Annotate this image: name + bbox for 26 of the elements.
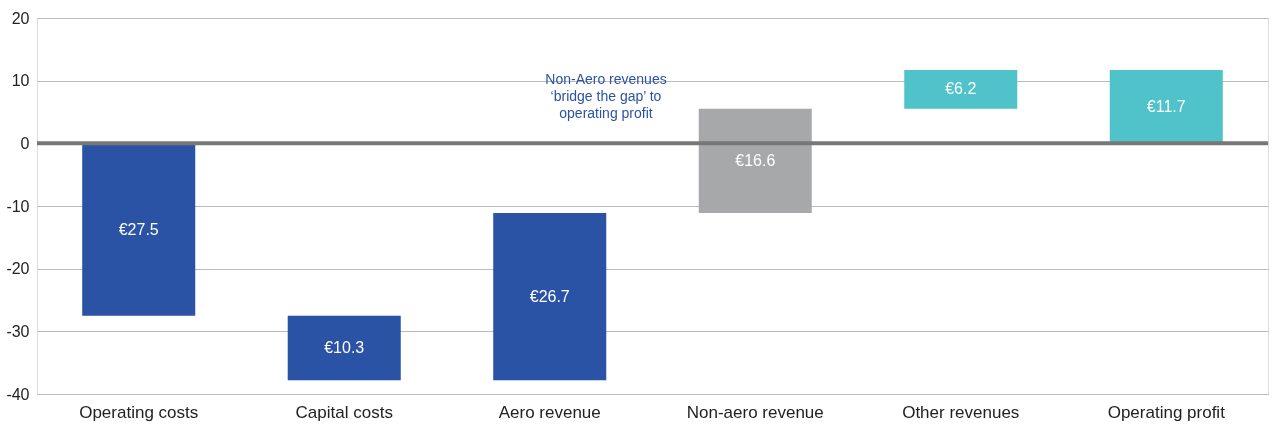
x-tick-label: Operating profit	[1107, 402, 1226, 422]
bar	[904, 70, 1018, 109]
bar	[493, 212, 607, 381]
data-label: €27.5	[118, 220, 159, 238]
data-label: €26.7	[529, 287, 570, 305]
annotation: Non-Aero revenues ‘bridge the gap’ to operating profit	[545, 71, 667, 121]
y-tick-label: -30	[6, 322, 30, 340]
data-label: €6.2	[945, 80, 977, 98]
y-tick-label: 0	[20, 134, 30, 152]
bar	[1109, 70, 1223, 144]
y-tick-label: -10	[6, 197, 30, 215]
y-tick-label: -20	[6, 260, 30, 278]
x-tick-label: Aero revenue	[498, 402, 601, 422]
x-tick-label: Capital costs	[295, 402, 393, 422]
y-tick-label: -40	[6, 385, 30, 403]
x-tick-label: Other revenues	[902, 402, 1020, 422]
x-tick-label: Operating costs	[79, 402, 199, 422]
x-tick-label: Non-aero revenue	[686, 402, 824, 422]
y-tick-label: 10	[11, 72, 30, 90]
bar	[287, 315, 401, 381]
data-label: €11.7	[1146, 97, 1186, 115]
bar	[698, 108, 812, 213]
y-tick-label: 20	[11, 9, 30, 27]
data-label: €16.6	[735, 151, 776, 169]
bar	[82, 143, 196, 316]
data-label: €10.3	[324, 338, 365, 356]
